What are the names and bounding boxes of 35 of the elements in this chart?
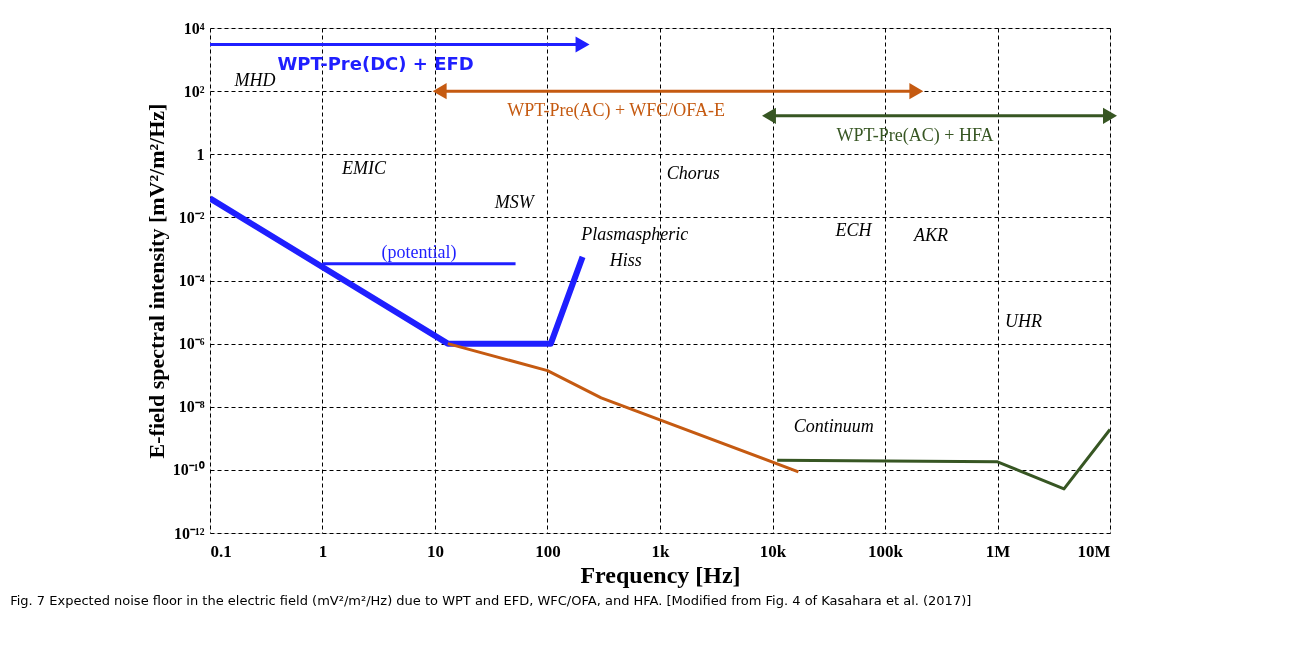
x-tick-label: 0.1	[210, 541, 232, 561]
annotation: Chorus	[666, 163, 720, 184]
annotation: MHD	[233, 69, 276, 90]
x-tick-label: 100	[535, 541, 561, 561]
annotation: ECH	[834, 220, 873, 241]
y-tick-label: 1	[196, 145, 205, 163]
y-axis-title: E-field spectral intensity [mV²/m²/Hz]	[143, 103, 169, 459]
annotation: Hiss	[608, 249, 642, 270]
y-tick-label: 10⁻⁶	[178, 335, 205, 353]
y-tick-label: 10⁻¹⁰	[172, 461, 205, 479]
y-tick-label: 10⁻²	[178, 208, 205, 226]
x-tick-label: 1	[318, 541, 328, 561]
x-tick-label: 1M	[985, 541, 1011, 561]
x-tick-label: 10	[427, 541, 444, 561]
y-tick-label: 10⁻⁴	[178, 272, 205, 289]
x-axis-title: Frequency [Hz]	[580, 561, 741, 588]
annotation: AKR	[912, 225, 948, 246]
caption: Fig. 7 Expected noise floor in the electric field (mV²/m²/Hz) due to WPT and EFD, WFC/OFA, and HFA. [Modified from Fig. 4 of Kasahara et al. (2017)]	[10, 593, 972, 608]
annotation: UHR	[1005, 310, 1043, 331]
annotation: Continuum	[793, 415, 874, 436]
x-tick-label: 100k	[868, 541, 904, 561]
x-tick-label: 1k	[651, 541, 671, 561]
y-tick-label: 10⁻⁸	[178, 398, 205, 416]
y-tick-label: 10⁻¹²	[173, 524, 205, 542]
annotation: MSW	[493, 192, 536, 213]
y-tick-label: 10⁴	[183, 19, 205, 37]
series-label: (potential)	[381, 241, 457, 263]
series-label: WPT-Pre(AC) + HFA	[836, 124, 994, 146]
y-tick-label: 10²	[183, 82, 205, 100]
annotation: EMIC	[340, 158, 387, 179]
annotation: Plasmaspheric	[580, 224, 689, 245]
series-label: WPT-Pre(DC) + EFD	[277, 52, 474, 74]
series-label: WPT-Pre(AC) + WFC/OFA-E	[507, 100, 725, 122]
x-tick-label: 10M	[1077, 541, 1111, 561]
x-tick-label: 10k	[759, 541, 787, 561]
